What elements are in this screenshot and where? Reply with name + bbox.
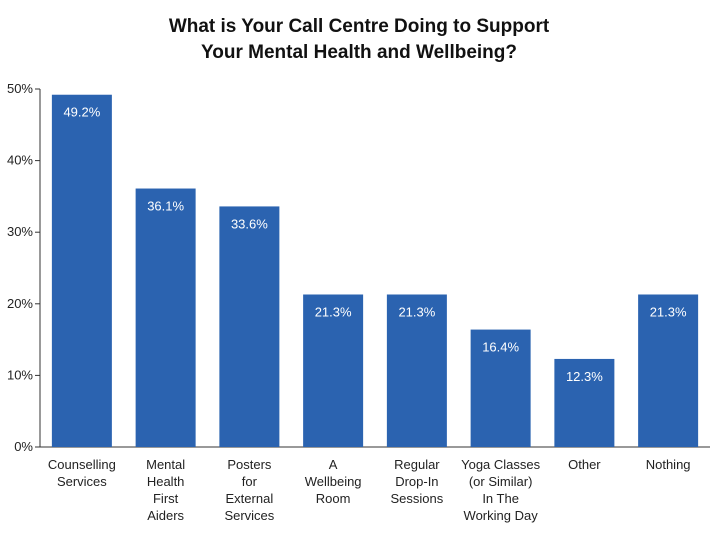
x-category-label-line: External <box>226 491 274 506</box>
x-category-label-line: Wellbeing <box>305 474 362 489</box>
x-category-label-line: Posters <box>227 457 272 472</box>
data-label: 16.4% <box>482 340 519 355</box>
data-label: 21.3% <box>650 304 687 319</box>
x-category-label-line: Sessions <box>391 491 444 506</box>
y-tick-label: 30% <box>7 224 33 239</box>
y-tick-label: 20% <box>7 296 33 311</box>
x-category-label-line: First <box>153 491 179 506</box>
x-category-label-line: Health <box>147 474 185 489</box>
y-tick-label: 50% <box>7 81 33 96</box>
bar <box>219 206 280 447</box>
bar <box>638 294 699 447</box>
x-category-label-line: Room <box>316 491 351 506</box>
x-category-label-line: Counselling <box>48 457 116 472</box>
bar <box>554 358 615 447</box>
bar <box>51 94 112 447</box>
x-category-label-line: Yoga Classes <box>461 457 541 472</box>
bar <box>303 294 364 447</box>
data-label: 33.6% <box>231 216 268 231</box>
x-category-label-line: Regular <box>394 457 440 472</box>
x-category-label-line: A <box>329 457 338 472</box>
x-category-label: Posters for External Services <box>224 457 274 523</box>
y-tick-label: 0% <box>14 439 33 454</box>
x-category-label: Yoga Classes (or Similar) In The Working Da… <box>461 457 541 523</box>
data-label: 21.3% <box>398 304 435 319</box>
chart-title: What is Your Call Centre Doing to Suppor… <box>0 14 718 66</box>
x-category-label: A Wellbeing Room <box>305 457 362 506</box>
chart-title-line-1: What is Your Call Centre Doing to Suppor… <box>168 16 550 37</box>
x-category-label-line: (or Similar) <box>469 474 533 489</box>
y-tick-label: 10% <box>7 367 33 382</box>
x-category-label-line: In The <box>482 491 519 506</box>
x-category-label: Nothing <box>646 457 691 472</box>
bar <box>135 188 196 448</box>
x-category-label: Mental Health First Aiders <box>146 457 185 523</box>
x-category-label-line: for <box>242 474 258 489</box>
data-label: 12.3% <box>566 369 603 384</box>
x-category-label-line: Other <box>568 457 601 472</box>
x-category-label-line: Nothing <box>646 457 691 472</box>
x-category-label-line: Services <box>224 508 274 523</box>
x-category-label: Other <box>568 457 601 472</box>
bar <box>386 294 447 447</box>
chart-title-line-2: Your Mental Health and Wellbeing? <box>201 42 517 63</box>
x-category-label-line: Services <box>57 474 107 489</box>
y-tick-label: 40% <box>7 153 33 168</box>
x-category-label: Regular Drop-In Sessions <box>391 457 444 506</box>
x-category-label: Counselling Services <box>48 457 116 489</box>
x-category-label-line: Aiders <box>147 508 184 523</box>
x-category-label-line: Working Day <box>464 508 539 523</box>
x-category-label-line: Mental <box>146 457 185 472</box>
data-label: 36.1% <box>147 199 184 214</box>
x-category-label-line: Drop-In <box>395 474 438 489</box>
data-label: 49.2% <box>63 105 100 120</box>
data-label: 21.3% <box>315 304 352 319</box>
bar <box>470 329 531 447</box>
